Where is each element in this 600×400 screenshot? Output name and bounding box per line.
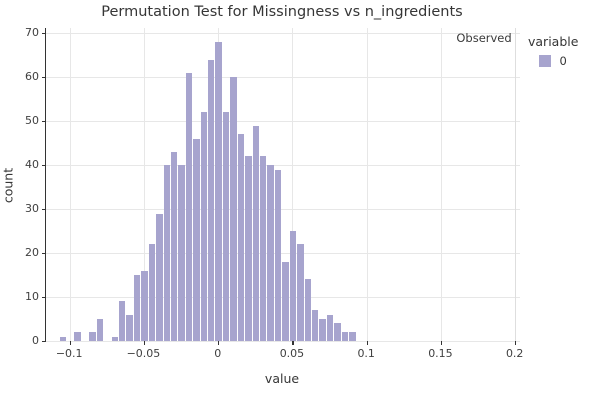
histogram-bar [185,72,193,341]
histogram-bar [245,156,252,341]
histogram-bar [148,244,156,341]
y-tick-label: 70 [25,26,39,40]
x-gridline [143,28,145,341]
y-tick [42,208,46,210]
histogram-bar [126,314,133,341]
y-gridline [46,164,520,166]
y-axis-label: count [0,167,16,204]
histogram-bar [312,310,319,341]
histogram-bar [193,138,200,341]
y-tick [42,164,46,166]
y-gridline [46,120,520,122]
histogram-bar [111,336,118,341]
y-gridline [46,208,520,210]
histogram-bar [341,332,349,341]
x-tick-label: 0.05 [279,347,305,360]
observed-annotation: Observed [456,31,512,45]
y-gridline [46,32,520,34]
x-tick-label: 0 [214,347,222,360]
x-gridline [440,28,442,341]
histogram-bar [230,77,237,341]
legend: variable 0 [528,34,598,68]
histogram-bar [170,151,178,341]
histogram-bar [118,301,126,341]
x-tick [366,341,368,345]
y-gridline [46,340,520,342]
x-tick [143,341,146,345]
y-tick-label: 0 [32,334,39,347]
y-tick [42,296,46,298]
x-tick [515,341,517,345]
x-tick [440,341,443,345]
histogram-bar [260,156,267,341]
y-tick-label: 50 [25,114,39,128]
x-gridline [69,28,71,341]
histogram-bar [282,261,289,341]
histogram-bar [163,165,170,341]
y-tick [42,120,46,122]
x-axis-label: value [264,371,300,386]
histogram-bar [267,165,274,341]
y-gridline [46,76,520,78]
x-tick-label: −0.1 [55,347,83,360]
x-tick-label: 0.2 [505,347,524,360]
histogram-bar [297,244,304,341]
histogram-bar [289,231,297,341]
y-tick-label: 10 [25,290,39,304]
x-tick-label: −0.05 [126,347,161,360]
legend-title: variable [528,34,579,49]
x-tick [218,341,220,345]
chart-title: Permutation Test for Missingness vs n_in… [101,4,463,20]
histogram-bar [74,332,81,341]
y-tick-label: 30 [25,202,39,216]
y-gridline [46,252,520,254]
y-tick-label: 60 [25,70,39,84]
histogram-bar [222,112,230,341]
histogram-bar [96,319,104,341]
x-tick [292,341,294,345]
x-gridline [366,28,368,341]
histogram-bar [200,112,208,341]
histogram-bar [133,275,141,341]
histogram-bar [304,279,311,341]
histogram-bar [156,213,163,341]
histogram-bar [326,314,334,341]
plot-panel: Observed [42,28,520,345]
legend-item: 0 [539,54,598,68]
x-tick-label: 0.1 [357,347,375,360]
histogram-bar [349,332,356,341]
histogram-bar [59,336,66,341]
observed-line [515,28,517,341]
histogram-bar [274,169,282,341]
legend-swatch-icon [539,55,551,67]
y-tick-label: 20 [25,246,39,260]
y-tick [42,252,46,254]
x-tick-label: 0.15 [428,347,453,360]
histogram-bar [141,270,148,341]
y-tick [42,76,46,79]
histogram-bar [237,134,245,341]
histogram-bar [89,332,96,341]
y-tick [42,32,46,35]
histogram-bar [178,165,185,341]
x-tick [69,341,71,345]
legend-item-label: 0 [559,54,567,68]
histogram-bar [208,59,215,341]
histogram-bar [215,42,222,341]
y-tick-label: 40 [25,158,39,172]
x-gridline [292,28,294,341]
histogram-bar [334,323,341,341]
histogram-bar [319,319,326,341]
histogram-bar [252,125,260,341]
y-tick [42,340,46,342]
